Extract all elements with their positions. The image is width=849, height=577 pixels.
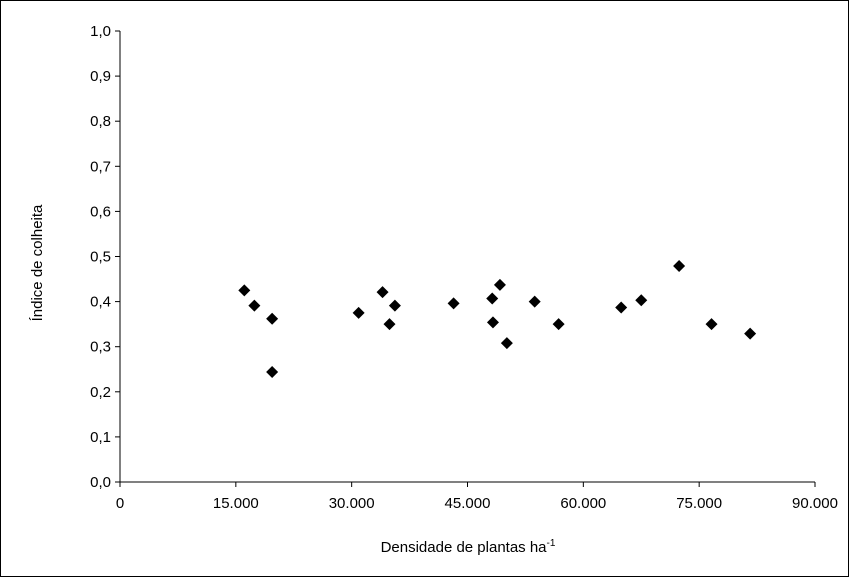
x-tick-label: 90.000 (792, 495, 838, 512)
data-points (238, 259, 757, 378)
y-tick-label: 0,8 (90, 113, 111, 130)
data-point (266, 312, 279, 325)
x-axis-title: Densidade de plantas ha-1 (381, 538, 556, 556)
x-tick-label: 60.000 (560, 495, 606, 512)
data-point (552, 318, 565, 331)
y-tick-label: 0,6 (90, 203, 111, 220)
data-point (615, 301, 628, 314)
data-point (744, 327, 757, 340)
y-tick-label: 0,9 (90, 68, 111, 85)
y-tick-label: 0,4 (90, 294, 111, 311)
data-point (352, 306, 365, 319)
y-tick-label: 0,7 (90, 158, 111, 175)
data-point (673, 259, 686, 272)
y-tick-label: 0,0 (90, 474, 111, 491)
x-tick-label: 75.000 (676, 495, 722, 512)
x-tick-label: 45.000 (445, 495, 491, 512)
y-axis-title: Índice de colheita (29, 204, 46, 321)
data-point (486, 316, 499, 329)
y-tick-label: 0,5 (90, 249, 111, 266)
x-ticks: 0 15.000 30.000 45.000 60.000 75.000 90.000 (116, 482, 838, 512)
x-axis-title-text: Densidade de plantas ha (381, 539, 548, 556)
x-tick-label: 0 (116, 495, 124, 512)
data-point (705, 318, 718, 331)
y-tick-label: 0,3 (90, 339, 111, 356)
y-tick-label: 1,0 (90, 23, 111, 40)
data-point (493, 278, 506, 291)
x-axis-title-superscript: -1 (547, 538, 556, 549)
data-point (486, 292, 499, 305)
data-point (376, 286, 389, 299)
data-point (238, 284, 251, 297)
data-point (500, 337, 513, 350)
x-tick-label: 15.000 (213, 495, 259, 512)
data-point (383, 318, 396, 331)
data-point (635, 294, 648, 307)
data-point (528, 295, 541, 308)
data-point (266, 365, 279, 378)
data-point (447, 297, 460, 310)
data-point (388, 299, 401, 312)
x-tick-label: 30.000 (329, 495, 375, 512)
y-ticks: 0,0 0,1 0,2 0,3 0,4 0,5 0,6 0,7 0,8 0,9 1,0 (90, 23, 120, 491)
y-tick-label: 0,2 (90, 384, 111, 401)
data-point (248, 299, 261, 312)
y-tick-label: 0,1 (90, 429, 111, 446)
